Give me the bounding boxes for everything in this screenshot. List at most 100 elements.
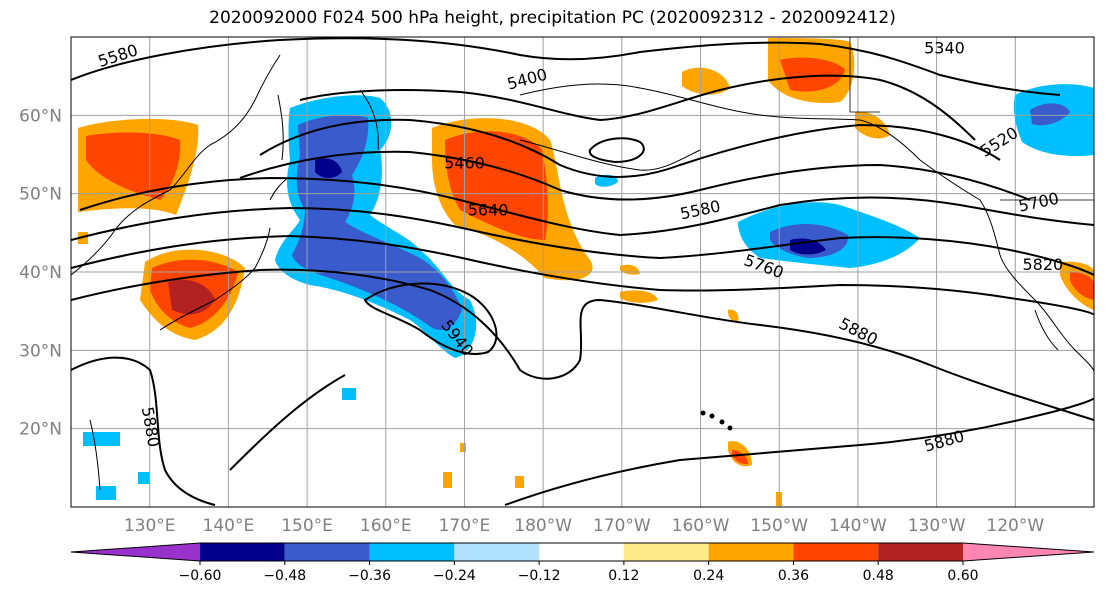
height-contour [71,234,1094,316]
contour-label: 5880 [138,405,164,448]
precip-area [315,158,342,178]
precip-area [1030,103,1070,126]
colorbar-box [454,543,540,561]
precip-area [445,131,548,240]
coastline [89,419,101,491]
colorbar-tick-label: 0.60 [947,568,978,584]
island [719,419,725,425]
coastline [519,139,701,171]
contour-label: 5700 [1017,189,1061,216]
island [727,425,733,431]
height-contour [239,150,1031,201]
lon-tick-label: 130°W [908,516,966,536]
precip-area [1070,272,1094,300]
island [700,410,706,416]
lat-tick-label: 60°N [19,106,62,126]
colorbar-box [623,543,709,561]
longitude-tick-labels: 130°E 140°E 150°E 160°E 170°E 180°W 170°W 160°W… [124,516,1045,536]
coastlines [71,37,1094,491]
height-contour [588,137,645,164]
contour-label: 5460 [444,153,485,172]
height-contour [71,356,216,506]
plot-frame [70,36,1095,508]
coastline [159,227,271,331]
height-contour [71,206,1094,276]
height-contours [71,37,1094,506]
coastline [519,83,921,161]
precip-area [138,472,150,484]
contour-label: 5520 [977,123,1022,161]
coastline [359,89,379,151]
latitude-tick-labels: 20°N 30°N 40°N 50°N 60°N [19,106,62,439]
height-contour [79,176,1094,237]
precip-area [460,443,466,452]
coastline [919,159,1094,373]
colorbar-tick-label: 0.36 [778,568,809,584]
precip-area [86,132,181,200]
colorbar-tick-label: −0.12 [518,568,561,584]
lon-tick-label: 170°W [593,516,651,536]
colorbar-tick-label: −0.36 [348,568,391,584]
map-title: 2020092000 F024 500 hPa height, precipit… [209,8,896,28]
lon-tick-label: 180°W [514,516,572,536]
height-contour [363,282,498,355]
precip-area [620,290,658,303]
contour-label: 5400 [505,65,549,94]
colorbar-box [284,543,370,561]
coastline [71,54,281,276]
precip-area [96,486,116,500]
precip-area [515,476,524,488]
contour-label: 5580 [96,40,141,71]
colorbar-box [878,543,963,561]
height-contour [229,374,346,471]
precip-area [342,388,356,400]
contour-label: 5580 [678,196,722,223]
colorbar-box [708,543,794,561]
coastline [269,177,289,201]
coastline [1034,309,1059,351]
height-contour [71,268,1094,421]
precip-area [728,309,739,322]
lon-tick-label: 140°W [829,516,887,536]
lon-tick-label: 130°E [124,516,176,536]
lon-tick-label: 160°W [672,516,730,536]
colorbar-box [200,543,285,561]
precip-area [78,232,88,244]
precip-area [780,57,845,92]
height-contour [259,118,1001,178]
contour-label: 5880 [922,426,966,455]
colorbar-extend-min [71,543,200,561]
precip-area [732,450,748,465]
colorbar-tick-label: 0.24 [693,568,724,584]
lon-tick-label: 170°E [439,516,491,536]
height-contour [299,74,976,141]
colorbar-tick-label: −0.24 [433,568,476,584]
colorbar-tick-label: 0.48 [863,568,894,584]
lon-tick-label: 120°W [986,516,1044,536]
lon-tick-label: 150°E [281,516,333,536]
height-contour [71,37,1061,96]
colorbar-box [539,543,624,561]
precip-area [443,472,452,488]
lon-tick-label: 160°E [360,516,412,536]
colorbar-box [369,543,455,561]
colorbar-box [793,543,879,561]
gridlines [71,37,1094,507]
coastline [277,94,284,161]
precip-area [83,432,120,446]
lon-tick-label: 140°E [203,516,255,536]
contour-label: 5820 [1022,255,1063,274]
height-contour [504,397,1094,506]
island [709,413,715,419]
lon-tick-label: 150°W [750,516,808,536]
lat-tick-label: 30°N [19,341,62,361]
contour-label: 5340 [924,38,965,57]
lat-tick-label: 40°N [19,263,62,283]
contour-label: 5640 [468,200,509,219]
precip-area [620,264,640,275]
precip-area [682,67,730,95]
lat-tick-label: 20°N [19,420,62,440]
colorbar-tick-label: −0.60 [179,568,222,584]
colorbar-extend-max [963,543,1094,561]
